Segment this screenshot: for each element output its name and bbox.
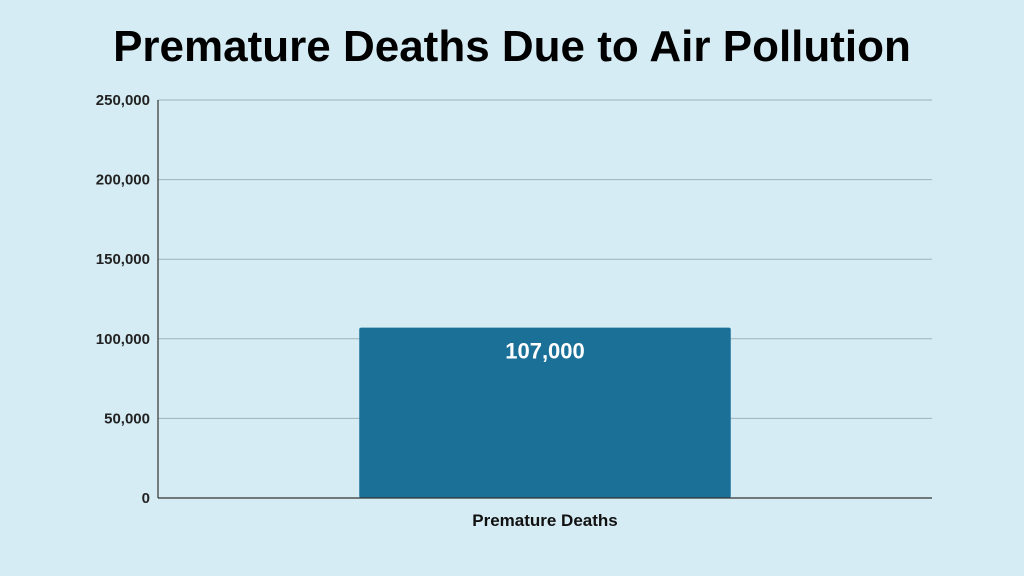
x-category-label: Premature Deaths: [472, 511, 618, 530]
y-tick-label: 200,000: [96, 172, 150, 189]
y-tick-label: 50,000: [104, 410, 150, 427]
bar: [359, 327, 731, 498]
y-tick-label: 100,000: [96, 331, 150, 348]
bar-value-label: 107,000: [505, 339, 585, 364]
bar-labels: 107,000 Premature Deaths: [472, 339, 618, 530]
bars: [359, 327, 731, 498]
y-tick-label: 250,000: [96, 92, 150, 109]
y-tick-label: 0: [142, 490, 150, 507]
y-axis-tick-labels: 0 50,000 100,000 150,000 200,000 250,000: [96, 92, 150, 507]
y-tick-label: 150,000: [96, 251, 150, 268]
chart-title: Premature Deaths Due to Air Pollution: [113, 22, 911, 71]
